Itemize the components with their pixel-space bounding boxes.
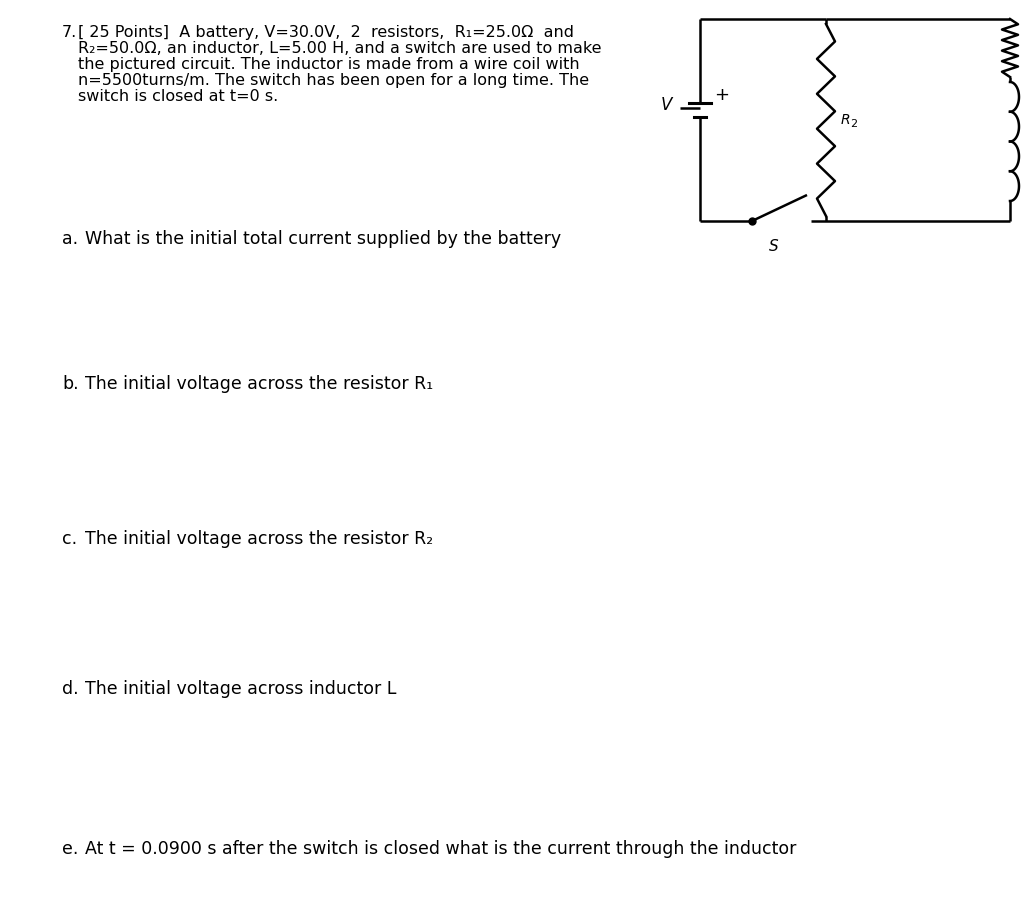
Text: b.: b.: [62, 375, 79, 393]
Text: At t = 0.0900 s after the switch is closed what is the current through the induc: At t = 0.0900 s after the switch is clos…: [85, 840, 797, 858]
Text: 7.: 7.: [62, 25, 77, 40]
Text: What is the initial total current supplied by the battery: What is the initial total current suppli…: [85, 230, 561, 248]
Text: V: V: [660, 96, 672, 114]
Text: e.: e.: [62, 840, 79, 858]
Text: +: +: [714, 86, 729, 104]
Text: S: S: [769, 239, 779, 254]
Text: The initial voltage across the resistor R₂: The initial voltage across the resistor …: [85, 530, 433, 548]
Text: [ 25 Points]  A battery, V=30.0V,  2  resistors,  R₁=25.0Ω  and: [ 25 Points] A battery, V=30.0V, 2 resis…: [78, 25, 574, 40]
Text: switch is closed at t=0 s.: switch is closed at t=0 s.: [78, 89, 279, 104]
Text: The initial voltage across inductor L: The initial voltage across inductor L: [85, 680, 396, 698]
Text: a.: a.: [62, 230, 78, 248]
Text: n=5500turns/m. The switch has been open for a long time. The: n=5500turns/m. The switch has been open …: [78, 73, 589, 88]
Text: The initial voltage across the resistor R₁: The initial voltage across the resistor …: [85, 375, 433, 393]
Text: d.: d.: [62, 680, 79, 698]
Text: c.: c.: [62, 530, 77, 548]
Text: the pictured circuit. The inductor is made from a wire coil with: the pictured circuit. The inductor is ma…: [78, 57, 580, 72]
Text: 2: 2: [850, 119, 857, 129]
Text: R₂=50.0Ω, an inductor, L=5.00 H, and a switch are used to make: R₂=50.0Ω, an inductor, L=5.00 H, and a s…: [78, 41, 601, 56]
Text: R: R: [841, 113, 851, 127]
